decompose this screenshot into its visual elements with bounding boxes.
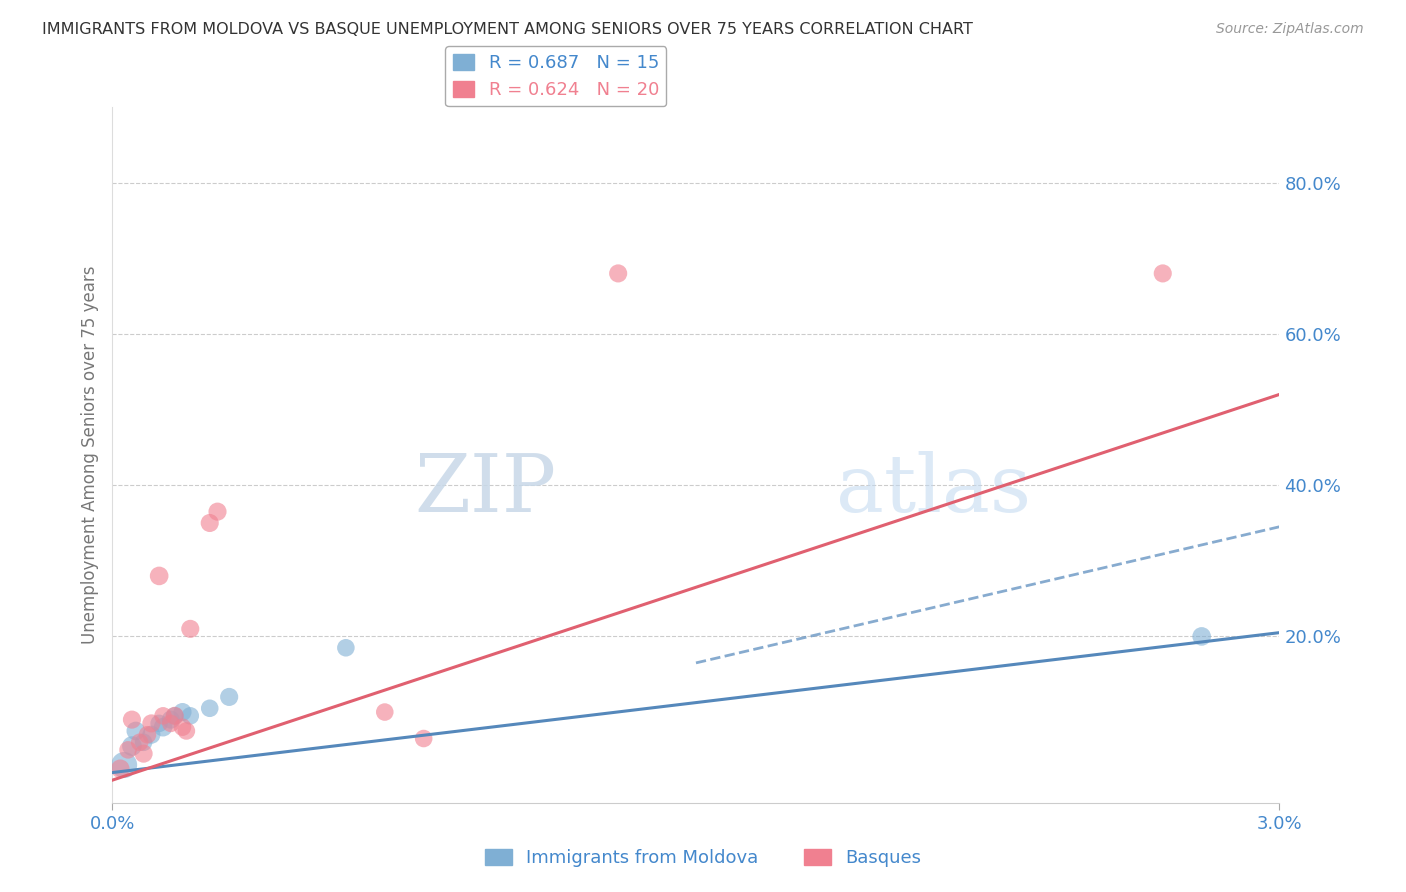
Point <box>335 640 357 655</box>
Point <box>117 743 139 757</box>
Point <box>141 716 163 731</box>
Point <box>136 728 159 742</box>
Point <box>198 701 221 715</box>
Point <box>412 731 434 746</box>
Text: Source: ZipAtlas.com: Source: ZipAtlas.com <box>1216 22 1364 37</box>
Point <box>198 516 221 530</box>
Point <box>125 723 148 738</box>
Text: ZIP: ZIP <box>413 450 555 529</box>
Point <box>152 708 174 723</box>
Point <box>163 708 186 723</box>
Point <box>374 705 396 719</box>
Point <box>121 713 143 727</box>
Point <box>172 705 194 719</box>
Point <box>148 716 170 731</box>
Legend: Immigrants from Moldova, Basques: Immigrants from Moldova, Basques <box>478 841 928 874</box>
Point <box>148 569 170 583</box>
Text: IMMIGRANTS FROM MOLDOVA VS BASQUE UNEMPLOYMENT AMONG SENIORS OVER 75 YEARS CORRE: IMMIGRANTS FROM MOLDOVA VS BASQUE UNEMPL… <box>42 22 973 37</box>
Y-axis label: Unemployment Among Seniors over 75 years: Unemployment Among Seniors over 75 years <box>80 266 98 644</box>
Legend: R = 0.687   N = 15, R = 0.624   N = 20: R = 0.687 N = 15, R = 0.624 N = 20 <box>446 46 666 106</box>
Point <box>152 720 174 734</box>
Point <box>607 267 630 281</box>
Point <box>141 728 163 742</box>
Point <box>160 716 183 731</box>
Point <box>207 505 229 519</box>
Point <box>121 739 143 753</box>
Point <box>128 735 150 749</box>
Point <box>132 747 155 761</box>
Text: atlas: atlas <box>837 450 1031 529</box>
Point <box>110 762 132 776</box>
Point <box>179 708 201 723</box>
Point <box>132 735 155 749</box>
Point <box>1152 267 1174 281</box>
Point <box>179 622 201 636</box>
Point <box>218 690 240 704</box>
Point <box>176 723 198 738</box>
Point <box>112 758 135 772</box>
Point <box>163 708 186 723</box>
Point <box>172 720 194 734</box>
Point <box>1191 629 1213 643</box>
Point <box>160 713 183 727</box>
